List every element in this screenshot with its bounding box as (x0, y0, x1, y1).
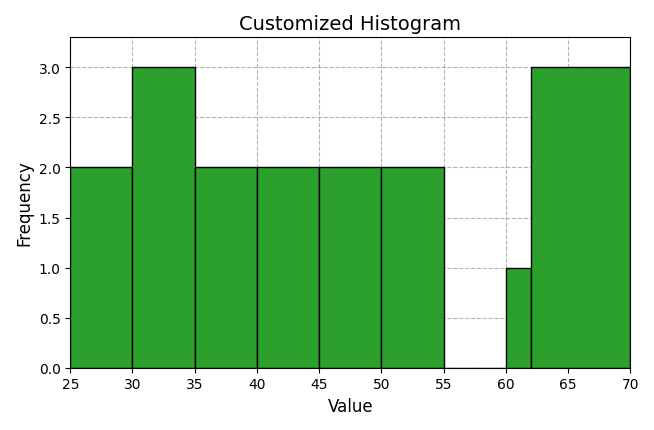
Bar (506, 268, 530, 368)
Bar (257, 168, 319, 368)
Bar (133, 68, 195, 368)
Bar (319, 168, 381, 368)
Bar (195, 168, 257, 368)
Title: Customized Histogram: Customized Histogram (239, 15, 461, 34)
Y-axis label: Frequency: Frequency (15, 160, 33, 246)
Bar (381, 168, 443, 368)
Bar (530, 68, 630, 368)
X-axis label: Value: Value (328, 397, 373, 415)
Bar (70, 168, 133, 368)
